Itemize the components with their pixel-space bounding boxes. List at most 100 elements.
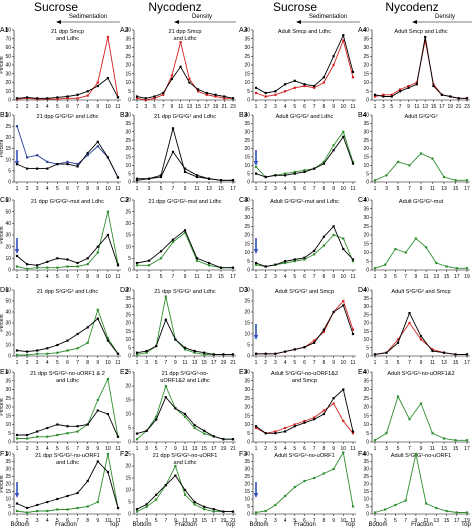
data-point (322, 472, 325, 475)
x-tick-label: 9 (174, 446, 177, 452)
data-point (116, 176, 120, 179)
x-tick-label: 4 (46, 186, 49, 192)
data-point (342, 247, 345, 251)
data-point (385, 174, 388, 177)
x-tick-label: 7 (164, 446, 167, 452)
data-point (322, 76, 325, 79)
x-tick-label: 13 (434, 518, 440, 524)
series-black (373, 35, 469, 100)
x-tick-label: 1 (16, 518, 19, 524)
series-black (373, 311, 469, 356)
y-tick-label: 10 (363, 422, 369, 428)
data-point (193, 351, 196, 354)
data-point (46, 435, 49, 438)
y-tick-label: 35 (363, 378, 369, 384)
panel-label: D1 (0, 287, 9, 294)
y-tick-label: 5 (366, 171, 369, 177)
data-point (313, 86, 316, 89)
x-tick-label: 3 (382, 104, 385, 110)
data-point (382, 95, 385, 98)
y-tick-label: 30 (125, 198, 131, 204)
x-tick-label: 9 (174, 518, 177, 524)
y-tick-label: 10 (363, 497, 369, 503)
y-tick-label: 40 (244, 452, 250, 458)
x-tick-label: 9 (420, 186, 423, 192)
x-tick-label: 15 (201, 446, 207, 452)
data-point (432, 84, 435, 88)
series-line (374, 453, 467, 513)
y-tick-label: 40 (125, 288, 131, 294)
x-tick-label: 4 (284, 518, 287, 524)
x-tick-label: 3 (384, 274, 387, 280)
x-tick-label: 15 (201, 518, 207, 524)
x-tick-label: 5 (155, 360, 158, 366)
data-point (264, 175, 267, 179)
y-tick-label: 25 (125, 370, 131, 376)
x-tick-label: 17 (230, 274, 236, 280)
x-tick-label: 5 (293, 518, 296, 524)
data-point (106, 452, 109, 456)
data-point (155, 345, 158, 348)
x-tick-label: 7 (313, 186, 316, 192)
y-tick-label: 25 (363, 54, 369, 60)
x-tick-label: 7 (76, 446, 79, 452)
y-tick-label: 35 (5, 378, 11, 384)
x-tick-label: 5 (56, 360, 59, 366)
x-tick-label: 2 (264, 186, 267, 192)
y-tick-label: 60 (5, 288, 11, 294)
data-point (46, 160, 49, 163)
panel-title: 21 dpp GˢGˢGˢ and Ldhc (154, 114, 216, 120)
series-line (136, 65, 234, 99)
data-point (440, 93, 443, 96)
y-tick-label: 25 (244, 299, 250, 305)
data-point (144, 98, 147, 102)
x-tick-label: 8 (323, 518, 326, 524)
series-line (16, 234, 119, 266)
data-point (56, 163, 59, 166)
data-point (385, 432, 388, 435)
data-point (195, 259, 199, 262)
data-point (76, 261, 79, 265)
x-tick-label: 8 (86, 104, 89, 110)
x-tick-label: 1 (136, 104, 139, 110)
x-tick-label: 1 (374, 360, 377, 366)
x-tick-label: 21 (221, 104, 227, 110)
y-tick-label: 0 (128, 98, 131, 104)
data-point (66, 163, 69, 166)
data-point (431, 432, 434, 435)
x-tick-label: 2 (26, 360, 29, 366)
x-tick-label: 9 (332, 104, 335, 110)
x-tick-label: 2 (264, 360, 267, 366)
x-tick-label: 7 (164, 360, 167, 366)
panel-title: Adult SˢGˢGˢ-no-uORF1&2 (387, 371, 454, 377)
data-point (147, 177, 151, 180)
data-point (147, 259, 151, 262)
y-tick-label: 15 (244, 155, 250, 161)
series-black (135, 396, 235, 441)
series-black (135, 474, 235, 513)
data-point (66, 432, 69, 435)
data-point (332, 402, 335, 405)
y-axis-label: Percent (0, 56, 5, 74)
data-point (293, 79, 296, 82)
panel-label: B4 (358, 112, 367, 119)
data-point (293, 260, 296, 263)
series-green (373, 237, 469, 270)
data-point (171, 127, 175, 130)
y-tick-label: 5 (366, 345, 369, 351)
y-axis-label: Percent (0, 139, 5, 157)
data-point (313, 253, 316, 256)
data-point (145, 503, 148, 506)
x-tick-label: 6 (66, 274, 69, 280)
x-tick-label: 8 (86, 360, 89, 366)
data-point (332, 144, 335, 147)
data-point (207, 177, 211, 180)
x-tick-label: 3 (274, 274, 277, 280)
data-point (145, 505, 148, 508)
x-tick-label: 1 (16, 446, 19, 452)
data-point (86, 326, 89, 329)
data-point (293, 172, 296, 175)
data-point (396, 338, 400, 341)
x-tick-label: 3 (148, 274, 151, 280)
